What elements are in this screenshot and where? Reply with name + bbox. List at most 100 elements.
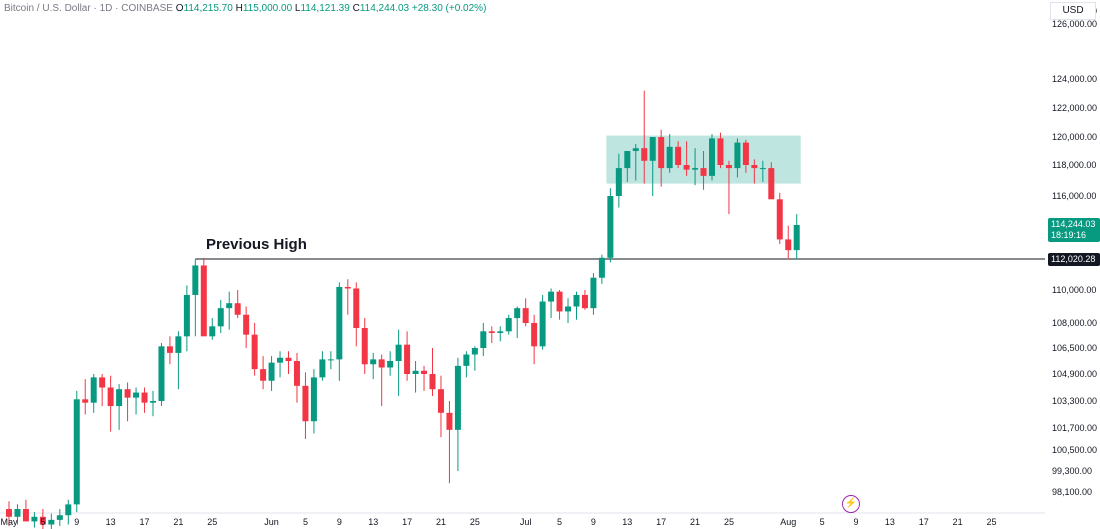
candle-body	[107, 387, 114, 407]
candle-body	[82, 399, 89, 403]
time-tick-label: 17	[402, 517, 412, 527]
candle	[742, 139, 749, 173]
candle-body	[124, 389, 131, 398]
candle	[107, 375, 114, 432]
candle-body	[725, 165, 732, 169]
candle	[658, 129, 665, 187]
candle	[90, 374, 97, 413]
candle-body	[277, 357, 284, 363]
currency-selector[interactable]: USD	[1050, 2, 1096, 20]
candle	[353, 282, 360, 347]
candle-body	[192, 265, 199, 295]
candle	[598, 254, 605, 284]
candle-body	[565, 306, 572, 312]
candle	[200, 257, 207, 337]
candle-body	[497, 331, 504, 333]
candle-body	[200, 265, 207, 337]
price-tick-label: 126,000.00	[1052, 19, 1097, 29]
candle-body	[378, 359, 385, 368]
candle	[759, 160, 766, 183]
time-tick-label: Jul	[520, 517, 532, 527]
candle	[437, 375, 444, 438]
candle-body	[692, 168, 699, 170]
candle-body	[395, 344, 402, 361]
candle	[454, 357, 461, 471]
candle	[734, 138, 741, 178]
candle-body	[319, 359, 326, 378]
previous-high-annotation[interactable]: Previous High	[206, 236, 307, 253]
candle-body	[166, 346, 173, 353]
price-tick-label: 103,300.00	[1052, 396, 1097, 406]
candle-body	[488, 331, 495, 333]
candle-body	[556, 291, 563, 312]
candle	[531, 314, 538, 365]
candle	[497, 326, 504, 342]
candle-body	[793, 225, 800, 251]
candle-body	[624, 151, 631, 169]
candle-body	[31, 516, 38, 522]
candle	[175, 331, 182, 390]
candle	[725, 160, 732, 215]
candle	[404, 331, 411, 381]
candle	[141, 387, 148, 413]
candle-body	[734, 142, 741, 169]
price-axis-labels: 128,000.00126,000.00124,000.00122,000.00…	[1052, 6, 1097, 497]
candle-body	[768, 168, 775, 200]
time-tick-label: 21	[953, 517, 963, 527]
candle-body	[751, 165, 758, 169]
time-axis-labels: May 5 9 13 17 21 25 Jun 5 9 13 17 21 25 Jul 5 9 13 17 21 25 A…	[0, 517, 996, 527]
candle	[700, 151, 707, 190]
candle-body	[99, 377, 106, 388]
candle	[327, 351, 334, 370]
candle	[226, 291, 233, 330]
candle-body	[48, 519, 55, 525]
candle	[285, 351, 292, 374]
candle	[683, 141, 690, 176]
candle	[666, 134, 673, 173]
candle	[31, 512, 38, 528]
candle-body	[243, 314, 250, 335]
candle-body	[116, 389, 123, 407]
candle	[344, 279, 351, 315]
symbol-name[interactable]: Bitcoin / U.S. Dollar · 1D · COINBASE	[4, 3, 173, 14]
candle-body	[412, 370, 419, 374]
candle-body	[658, 137, 665, 169]
replay-icon[interactable]: ⚡	[842, 495, 860, 513]
candle-body	[65, 504, 72, 516]
candle-body	[471, 348, 478, 355]
candle-body	[649, 137, 656, 161]
price-tick-label: 108,000.00	[1052, 318, 1097, 328]
candle	[124, 382, 131, 422]
candle	[192, 259, 199, 337]
candle	[158, 343, 165, 407]
candle	[217, 299, 224, 333]
candle	[488, 326, 495, 343]
candle-body	[454, 365, 461, 430]
candle	[260, 356, 267, 390]
candle-body	[429, 374, 436, 390]
candle-body	[480, 331, 487, 348]
time-tick-label: 21	[173, 517, 183, 527]
candle	[429, 348, 436, 396]
low-value: 114,121.39	[300, 3, 350, 14]
time-tick-label: 9	[74, 517, 79, 527]
candle	[692, 148, 699, 186]
time-tick-label: 9	[591, 517, 596, 527]
candle	[463, 351, 470, 378]
time-tick-label: 5	[557, 517, 562, 527]
time-tick-label: 21	[690, 517, 700, 527]
candle-body	[717, 138, 724, 165]
candle-body	[310, 377, 317, 422]
candle-body	[581, 294, 588, 309]
time-tick-label: May	[0, 517, 18, 527]
candle-body	[573, 294, 580, 307]
candle	[302, 372, 309, 439]
candle	[209, 318, 216, 340]
time-tick-label: 5	[820, 517, 825, 527]
candle	[319, 351, 326, 381]
candle-body	[183, 294, 190, 337]
level-price-badge: 112,020.28	[1048, 253, 1100, 266]
candle-body	[683, 165, 690, 170]
time-tick-label: 13	[106, 517, 116, 527]
